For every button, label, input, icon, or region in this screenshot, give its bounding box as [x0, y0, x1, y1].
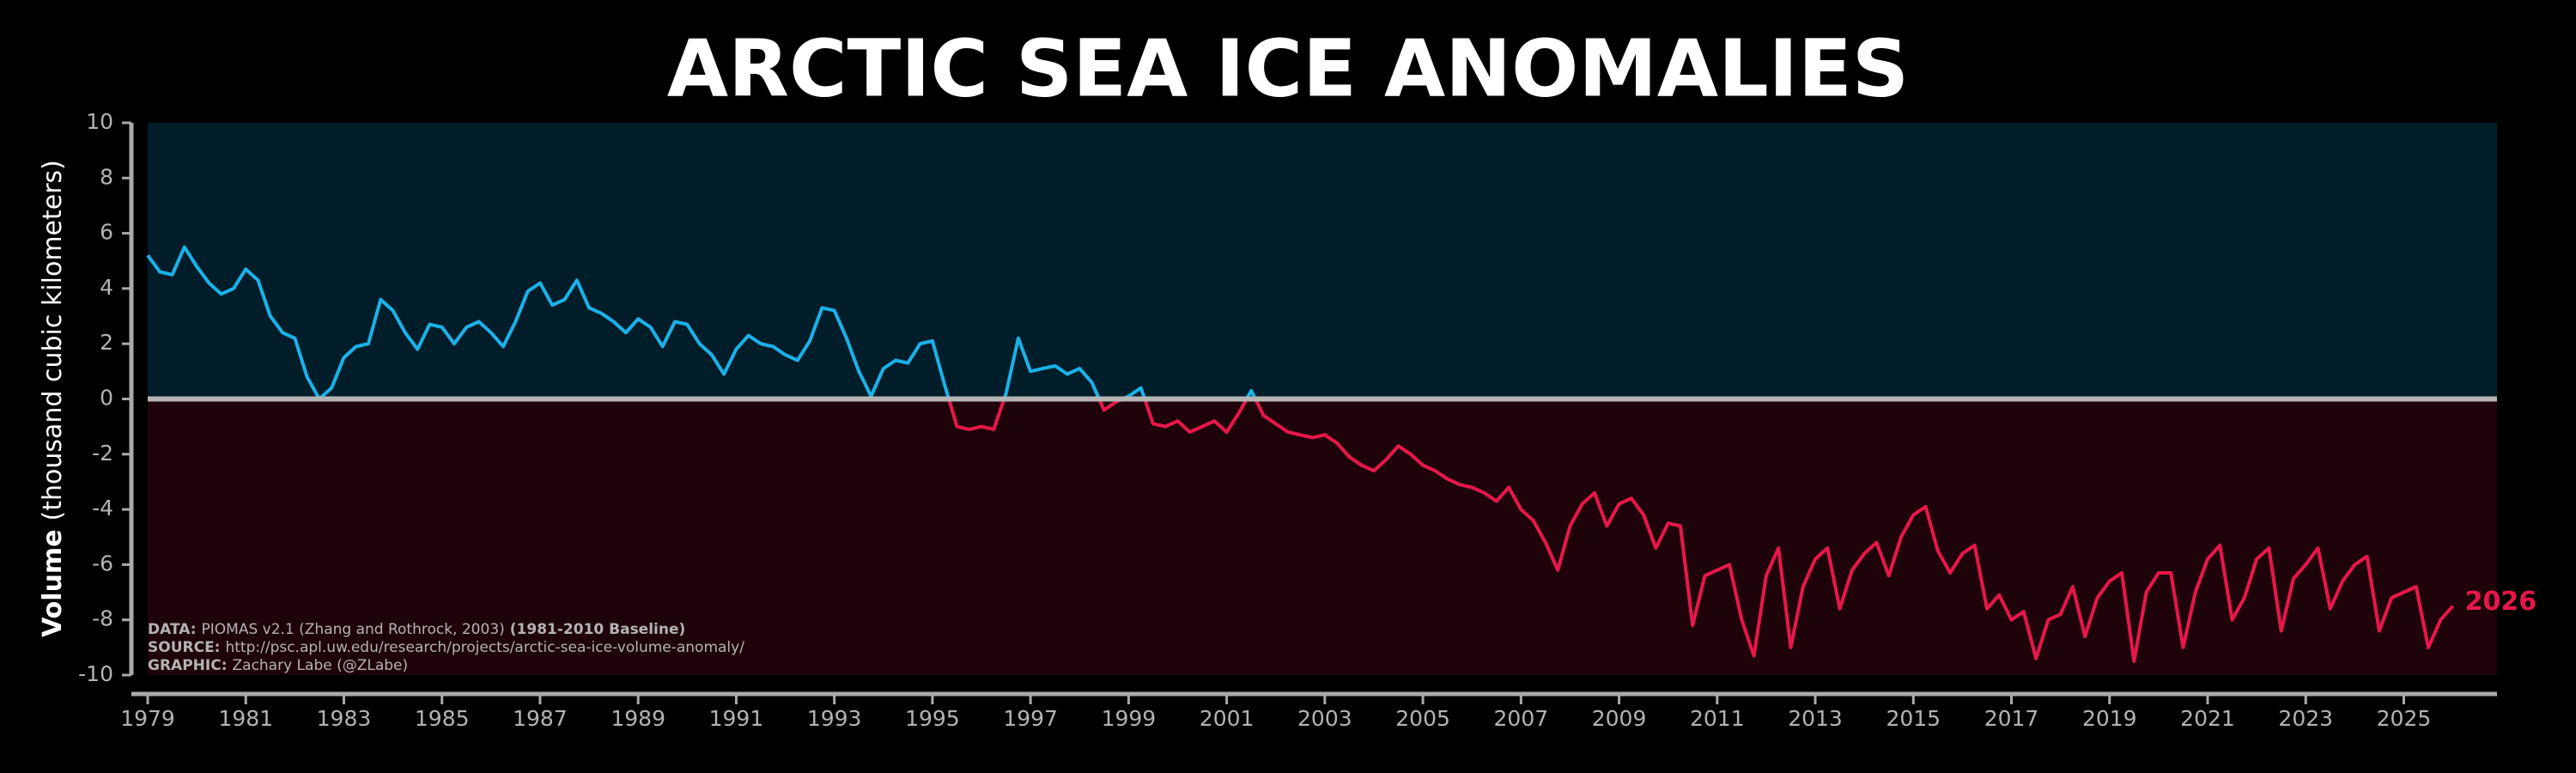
x-tick-label: 1979	[120, 706, 175, 731]
y-tick-label: 8	[100, 164, 113, 189]
x-tick-label: 2017	[1984, 706, 2039, 731]
source-note: GRAPHIC: Zachary Labe (@ZLabe)	[148, 657, 408, 674]
source-note: DATA: PIOMAS v2.1 (Zhang and Rothrock, 20…	[148, 621, 685, 638]
x-tick-label: 2021	[2180, 706, 2235, 731]
x-tick-label: 1987	[513, 706, 568, 731]
y-tick-label: 0	[100, 386, 113, 411]
x-tick-label: 1985	[415, 706, 470, 731]
note-text: Zachary Labe (@ZLabe)	[233, 657, 409, 674]
y-axis-label-bold: Volume	[38, 529, 68, 636]
end-label: 2026	[2465, 587, 2537, 617]
y-tick-label: 6	[100, 220, 113, 245]
note-text: PIOMAS v2.1 (Zhang and Rothrock, 2003)	[202, 621, 505, 638]
y-tick-label: 4	[100, 275, 113, 300]
note-label: SOURCE:	[148, 639, 220, 656]
source-note: SOURCE: http://psc.apl.uw.edu/research/pr…	[148, 639, 744, 656]
y-tick-label: -10	[78, 661, 113, 686]
y-tick-label: -8	[92, 606, 113, 631]
y-tick-label: -4	[92, 496, 113, 520]
x-tick-label: 2023	[2278, 706, 2333, 731]
x-tick-label: 2009	[1592, 706, 1647, 731]
y-tick-label: 10	[86, 109, 113, 134]
y-tick-label: -2	[92, 441, 113, 466]
x-tick-label: 1989	[611, 706, 665, 731]
x-tick-label: 1981	[218, 706, 273, 731]
x-tick-label: 2011	[1690, 706, 1745, 731]
note-label: DATA:	[148, 621, 197, 638]
x-tick-label: 2001	[1200, 706, 1255, 731]
x-tick-label: 2007	[1494, 706, 1549, 731]
x-tick-label: 2015	[1886, 706, 1941, 731]
note-label: GRAPHIC:	[148, 657, 228, 674]
y-tick-label: 2	[100, 330, 113, 355]
line-negative	[317, 399, 2455, 663]
x-tick-label: 1995	[905, 706, 960, 731]
note-extra: (1981-2010 Baseline)	[510, 621, 686, 638]
note-text: http://psc.apl.uw.edu/research/projects/…	[225, 639, 744, 656]
line-positive	[146, 245, 1258, 399]
x-tick-label: 1983	[317, 706, 372, 731]
x-tick-label: 2013	[1788, 706, 1843, 731]
negative-region	[148, 399, 2497, 675]
x-tick-label: 2025	[2377, 706, 2432, 731]
y-tick-label: -6	[92, 551, 113, 575]
x-tick-label: 2003	[1297, 706, 1352, 731]
x-tick-label: 1997	[1003, 706, 1058, 731]
x-tick-label: 1991	[709, 706, 764, 731]
x-tick-label: 2019	[2082, 706, 2137, 731]
chart-title: ARCTIC SEA ICE ANOMALIES	[667, 22, 1909, 114]
y-axis-label: Volume (thousand cubic kilometers)	[38, 160, 68, 637]
x-tick-label: 1993	[807, 706, 862, 731]
positive-region	[148, 123, 2497, 399]
y-axis-label-text: (thousand cubic kilometers)	[38, 160, 68, 520]
x-tick-label: 1999	[1102, 706, 1157, 731]
x-tick-label: 2005	[1395, 706, 1450, 731]
